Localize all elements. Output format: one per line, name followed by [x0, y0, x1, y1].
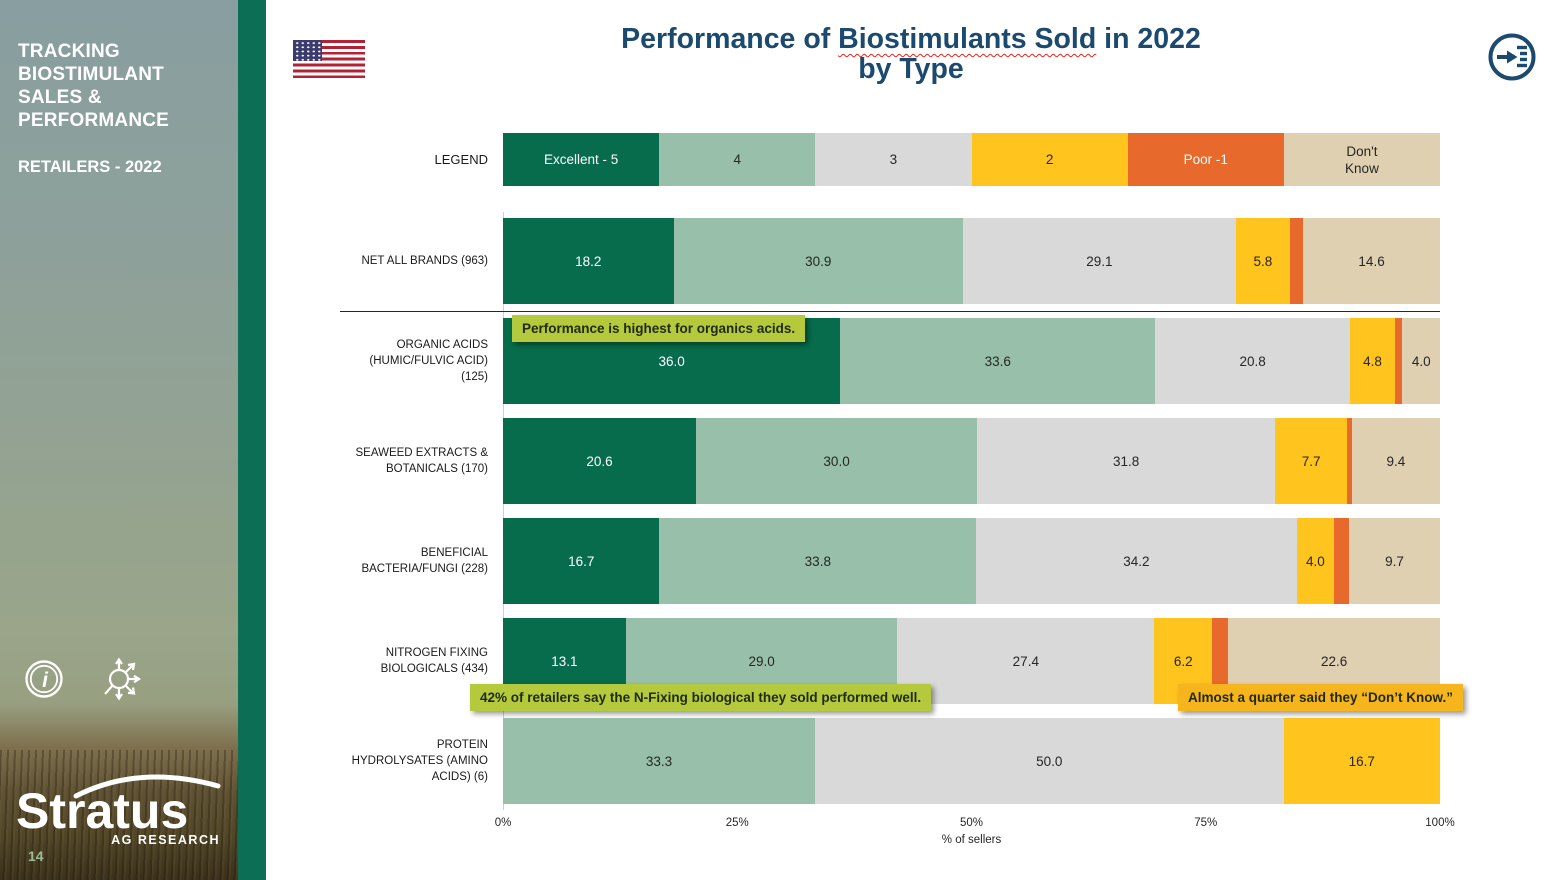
row-label: BENEFICIAL BACTERIA/FUNGI (228)	[361, 547, 488, 575]
bar-segment-four: 33.8	[659, 518, 977, 604]
row-label: NET ALL BRANDS (963)	[361, 255, 488, 267]
bar-segment-excellent: 16.7	[503, 518, 660, 604]
x-axis-title: % of sellers	[941, 834, 1002, 846]
bar-segment-two: 4.8	[1350, 318, 1395, 404]
bar-segment-poor	[1334, 518, 1350, 604]
legend-segment-three: 3	[815, 133, 972, 186]
legend-segment-excellent: Excellent - 5	[503, 133, 660, 186]
bar-segment-three: 29.1	[963, 218, 1236, 304]
chart-row: PROTEIN HYDROLYSATES (AMINO ACIDS) (6) 33.3…	[0, 718, 1556, 804]
chart-row: LEGEND Excellent - 5 4 3 2 Poor -1 Don't Know	[0, 133, 1556, 186]
report-title: TRACKING BIOSTIMULANT SALES & PERFORMANC…	[18, 40, 169, 132]
title-line2: by Type	[858, 53, 964, 85]
report-title-line: SALES &	[18, 87, 102, 108]
logo-subtext: AG RESEARCH	[111, 833, 220, 847]
page-number: 14	[28, 848, 44, 864]
bar: 20.6 30.0 31.8 7.7 9.4	[503, 418, 1440, 504]
legend-segment-four: 4	[659, 133, 816, 186]
bar-segment-poor	[1347, 418, 1352, 504]
row-label: SEAWEED EXTRACTS & BOTANICALS (170)	[355, 447, 489, 475]
row-label: NITROGEN FIXING BIOLOGICALS (434)	[380, 647, 488, 675]
legend-segment-poor: Poor -1	[1127, 133, 1284, 186]
legend-label: LEGEND	[434, 151, 488, 167]
bar-segment-three: 27.4	[897, 618, 1155, 704]
chart-axis-line	[503, 212, 504, 810]
bar-segment-dont_know: 9.7	[1349, 518, 1440, 604]
flag-canton	[293, 40, 322, 61]
bar: Excellent - 5 4 3 2 Poor -1 Don't Know	[503, 133, 1441, 186]
logo-wordmark: Stratus	[16, 783, 188, 839]
bar: 16.7 33.8 34.2 4.0 9.7	[503, 518, 1440, 604]
bar: 33.3 50.0 16.7	[503, 718, 1440, 804]
bar-segment-dont_know: 9.4	[1351, 418, 1440, 504]
bar-segment-three: 50.0	[815, 718, 1284, 804]
bar-segment-four: 30.0	[696, 418, 978, 504]
bar-segment-three: 20.8	[1155, 318, 1351, 404]
bar-segment-poor	[1395, 318, 1403, 404]
explore-magnifier-icon[interactable]	[98, 656, 144, 707]
row-label: PROTEIN HYDROLYSATES (AMINO ACIDS) (6)	[351, 739, 488, 783]
report-subtitle: RETAILERS - 2022	[18, 158, 162, 176]
bar-segment-two: 16.7	[1283, 718, 1440, 804]
title-text: in 2022	[1096, 23, 1201, 55]
bar-segment-three: 31.8	[977, 418, 1276, 504]
bar-segment-two: 5.8	[1235, 218, 1291, 304]
net-row-separator	[340, 311, 1440, 312]
sidebar-accent-bar	[238, 0, 266, 880]
us-flag-icon[interactable]	[293, 40, 365, 78]
sidebar-photo	[0, 0, 238, 880]
stratus-logo: Stratus AG RESEARCH	[14, 760, 229, 857]
x-axis-tick: 0%	[494, 817, 512, 829]
x-axis-tick: 75%	[1194, 817, 1218, 829]
callout-nfixing: 42% of retailers say the N-Fixing biolog…	[470, 684, 932, 711]
row-label: ORGANIC ACIDS (HUMIC/FULVIC ACID) (125)	[369, 339, 488, 383]
chart-row: NET ALL BRANDS (963) 18.2 30.9 29.1 5.8 14.6	[0, 218, 1556, 304]
callout-organic-acids: Performance is highest for organics acid…	[512, 315, 806, 342]
report-title-line: BIOSTIMULANT	[18, 64, 164, 85]
bar-segment-four: 33.3	[503, 718, 816, 804]
callout-dont-know: Almost a quarter said they “Don’t Know.”	[1178, 684, 1464, 711]
x-axis-tick: 50%	[959, 817, 984, 829]
bar-segment-excellent: 18.2	[503, 218, 674, 304]
bar: 18.2 30.9 29.1 5.8 14.6	[503, 218, 1440, 304]
bar-segment-three: 34.2	[976, 518, 1297, 604]
bar-segment-four: 33.6	[840, 318, 1156, 404]
bar-segment-two: 4.0	[1296, 518, 1335, 604]
legend-segment-two: 2	[971, 133, 1128, 186]
bar-segment-two: 7.7	[1275, 418, 1348, 504]
x-axis-tick: 25%	[725, 817, 749, 829]
chart-row: SEAWEED EXTRACTS & BOTANICALS (170) 20.6 30…	[0, 418, 1556, 504]
report-title-line: TRACKING	[18, 41, 120, 62]
bar-segment-poor	[1212, 618, 1229, 704]
info-icon[interactable]: i	[24, 659, 64, 704]
report-title-line: PERFORMANCE	[18, 110, 170, 131]
chart-row: BENEFICIAL BACTERIA/FUNGI (228) 16.7 33.8 34…	[0, 518, 1556, 604]
bar-segment-four: 30.9	[673, 218, 964, 304]
bar-segment-excellent: 20.6	[503, 418, 697, 504]
page-title: Performance of Biostimulants Sold in 202…	[266, 24, 1556, 84]
title-text: Performance of	[621, 23, 839, 55]
svg-text:i: i	[42, 669, 49, 692]
title-text-squiggled: Biostimulants Sold	[838, 23, 1097, 55]
legend-segment-dont_know: Don't Know	[1283, 133, 1441, 186]
enter-arrow-icon[interactable]	[1486, 31, 1538, 88]
x-axis-tick: 100%	[1425, 817, 1455, 829]
bar-segment-poor	[1290, 218, 1304, 304]
bar-segment-dont_know: 4.0	[1402, 318, 1440, 404]
bar-segment-dont_know: 14.6	[1303, 218, 1440, 304]
